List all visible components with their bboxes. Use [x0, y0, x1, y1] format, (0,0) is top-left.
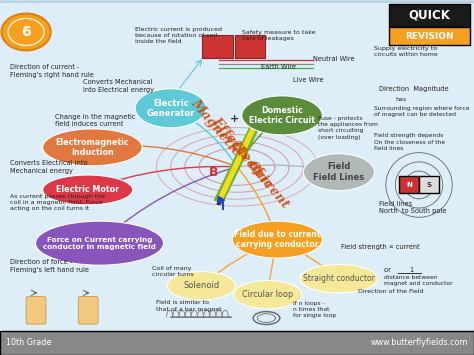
Text: Domestic
Electric Circuit: Domestic Electric Circuit [249, 106, 315, 125]
Text: Circular loop: Circular loop [242, 290, 293, 299]
Text: Direction of current -
Fleming's right hand rule: Direction of current - Fleming's right h… [10, 64, 94, 78]
Ellipse shape [242, 96, 322, 135]
Text: S: S [427, 182, 431, 188]
Ellipse shape [234, 280, 302, 309]
Text: Electric
Generator: Electric Generator [146, 99, 195, 118]
Text: Surrounding region where force
of magnet can be detected: Surrounding region where force of magnet… [374, 106, 470, 118]
Text: Field lines
North  to South pole: Field lines North to South pole [379, 201, 447, 214]
Text: Electric Motor: Electric Motor [56, 185, 119, 195]
Text: Effects of: Effects of [209, 114, 265, 177]
Circle shape [1, 13, 51, 50]
Text: Electric current is produced
because of rotation of coil
inside the field: Electric current is produced because of … [135, 27, 222, 44]
Text: QUICK: QUICK [409, 9, 450, 21]
Text: Converts Mechanical
into Electrical energy: Converts Mechanical into Electrical ener… [83, 79, 154, 93]
Ellipse shape [232, 221, 322, 258]
Text: I: I [221, 202, 225, 212]
Text: Field due to current
carrying conductor: Field due to current carrying conductor [234, 230, 320, 249]
FancyBboxPatch shape [399, 176, 419, 193]
Ellipse shape [36, 221, 164, 265]
FancyBboxPatch shape [235, 35, 265, 58]
FancyBboxPatch shape [202, 35, 233, 58]
Text: -: - [215, 197, 221, 211]
Text: Current: Current [244, 158, 292, 211]
Text: Field
Field Lines: Field Field Lines [313, 163, 365, 182]
Text: Neutral Wire: Neutral Wire [313, 56, 355, 61]
Text: If n loops -
n times that
for single loop: If n loops - n times that for single loo… [293, 301, 336, 318]
Text: Field strength depends
On the closeness of the
field lines: Field strength depends On the closeness … [374, 133, 446, 151]
Text: As current passes through the
coil in a magnetic field, Force
acting on the coil: As current passes through the coil in a … [10, 193, 106, 211]
Text: distance between
magnet and conductor: distance between magnet and conductor [384, 275, 453, 286]
Text: Straight conductor: Straight conductor [303, 274, 375, 283]
FancyBboxPatch shape [389, 27, 470, 45]
FancyBboxPatch shape [78, 296, 98, 324]
Text: REVISION: REVISION [405, 32, 454, 41]
Text: 6: 6 [21, 25, 31, 39]
Ellipse shape [135, 89, 206, 128]
Ellipse shape [167, 272, 236, 300]
Text: N: N [406, 182, 412, 188]
FancyBboxPatch shape [0, 2, 474, 334]
Text: Direction  Magnitude: Direction Magnitude [379, 86, 449, 92]
Text: Change in the magnetic
field induces current: Change in the magnetic field induces cur… [55, 114, 135, 127]
Text: Direction of the Field: Direction of the Field [358, 289, 423, 294]
FancyBboxPatch shape [389, 4, 470, 27]
Text: Field strength ∝ current: Field strength ∝ current [341, 244, 420, 250]
Text: +: + [230, 114, 240, 125]
Ellipse shape [303, 154, 374, 191]
Text: Live Wire: Live Wire [293, 77, 324, 83]
Text: Fuse - protects
the appliances from
short circuiting
(over loading): Fuse - protects the appliances from shor… [318, 116, 378, 140]
Ellipse shape [300, 264, 378, 293]
FancyBboxPatch shape [0, 331, 474, 355]
Ellipse shape [43, 175, 133, 205]
Ellipse shape [43, 129, 142, 166]
Text: Safety measure to take
care of leakages: Safety measure to take care of leakages [242, 30, 315, 41]
Text: Force on Current carrying
conductor in magnetic field: Force on Current carrying conductor in m… [43, 237, 156, 250]
FancyBboxPatch shape [419, 176, 439, 193]
Text: 10th Grade: 10th Grade [6, 338, 51, 348]
Text: Electric: Electric [228, 139, 275, 191]
Text: Supply electricity to
circuits within home: Supply electricity to circuits within ho… [374, 46, 438, 57]
Text: Field is similar to
that of a bar magnet: Field is similar to that of a bar magnet [156, 300, 222, 312]
Text: Coil of many
circular turns: Coil of many circular turns [152, 266, 193, 277]
Text: Electromagnetic
Induction: Electromagnetic Induction [55, 138, 129, 157]
FancyBboxPatch shape [26, 296, 46, 324]
Text: Converts Electrical into
Mechanical energy: Converts Electrical into Mechanical ener… [10, 160, 88, 174]
Text: Earth Wire: Earth Wire [261, 65, 296, 70]
Text: Magnetic: Magnetic [188, 97, 243, 159]
Text: B: B [209, 166, 218, 179]
Text: www.butterflyfields.com: www.butterflyfields.com [371, 338, 468, 348]
Text: or         1: or 1 [384, 267, 414, 273]
Text: has: has [396, 97, 407, 102]
Text: Solenoid: Solenoid [183, 281, 219, 290]
Text: Direction of force -
Fleming's left hand rule: Direction of force - Fleming's left hand… [10, 260, 90, 273]
